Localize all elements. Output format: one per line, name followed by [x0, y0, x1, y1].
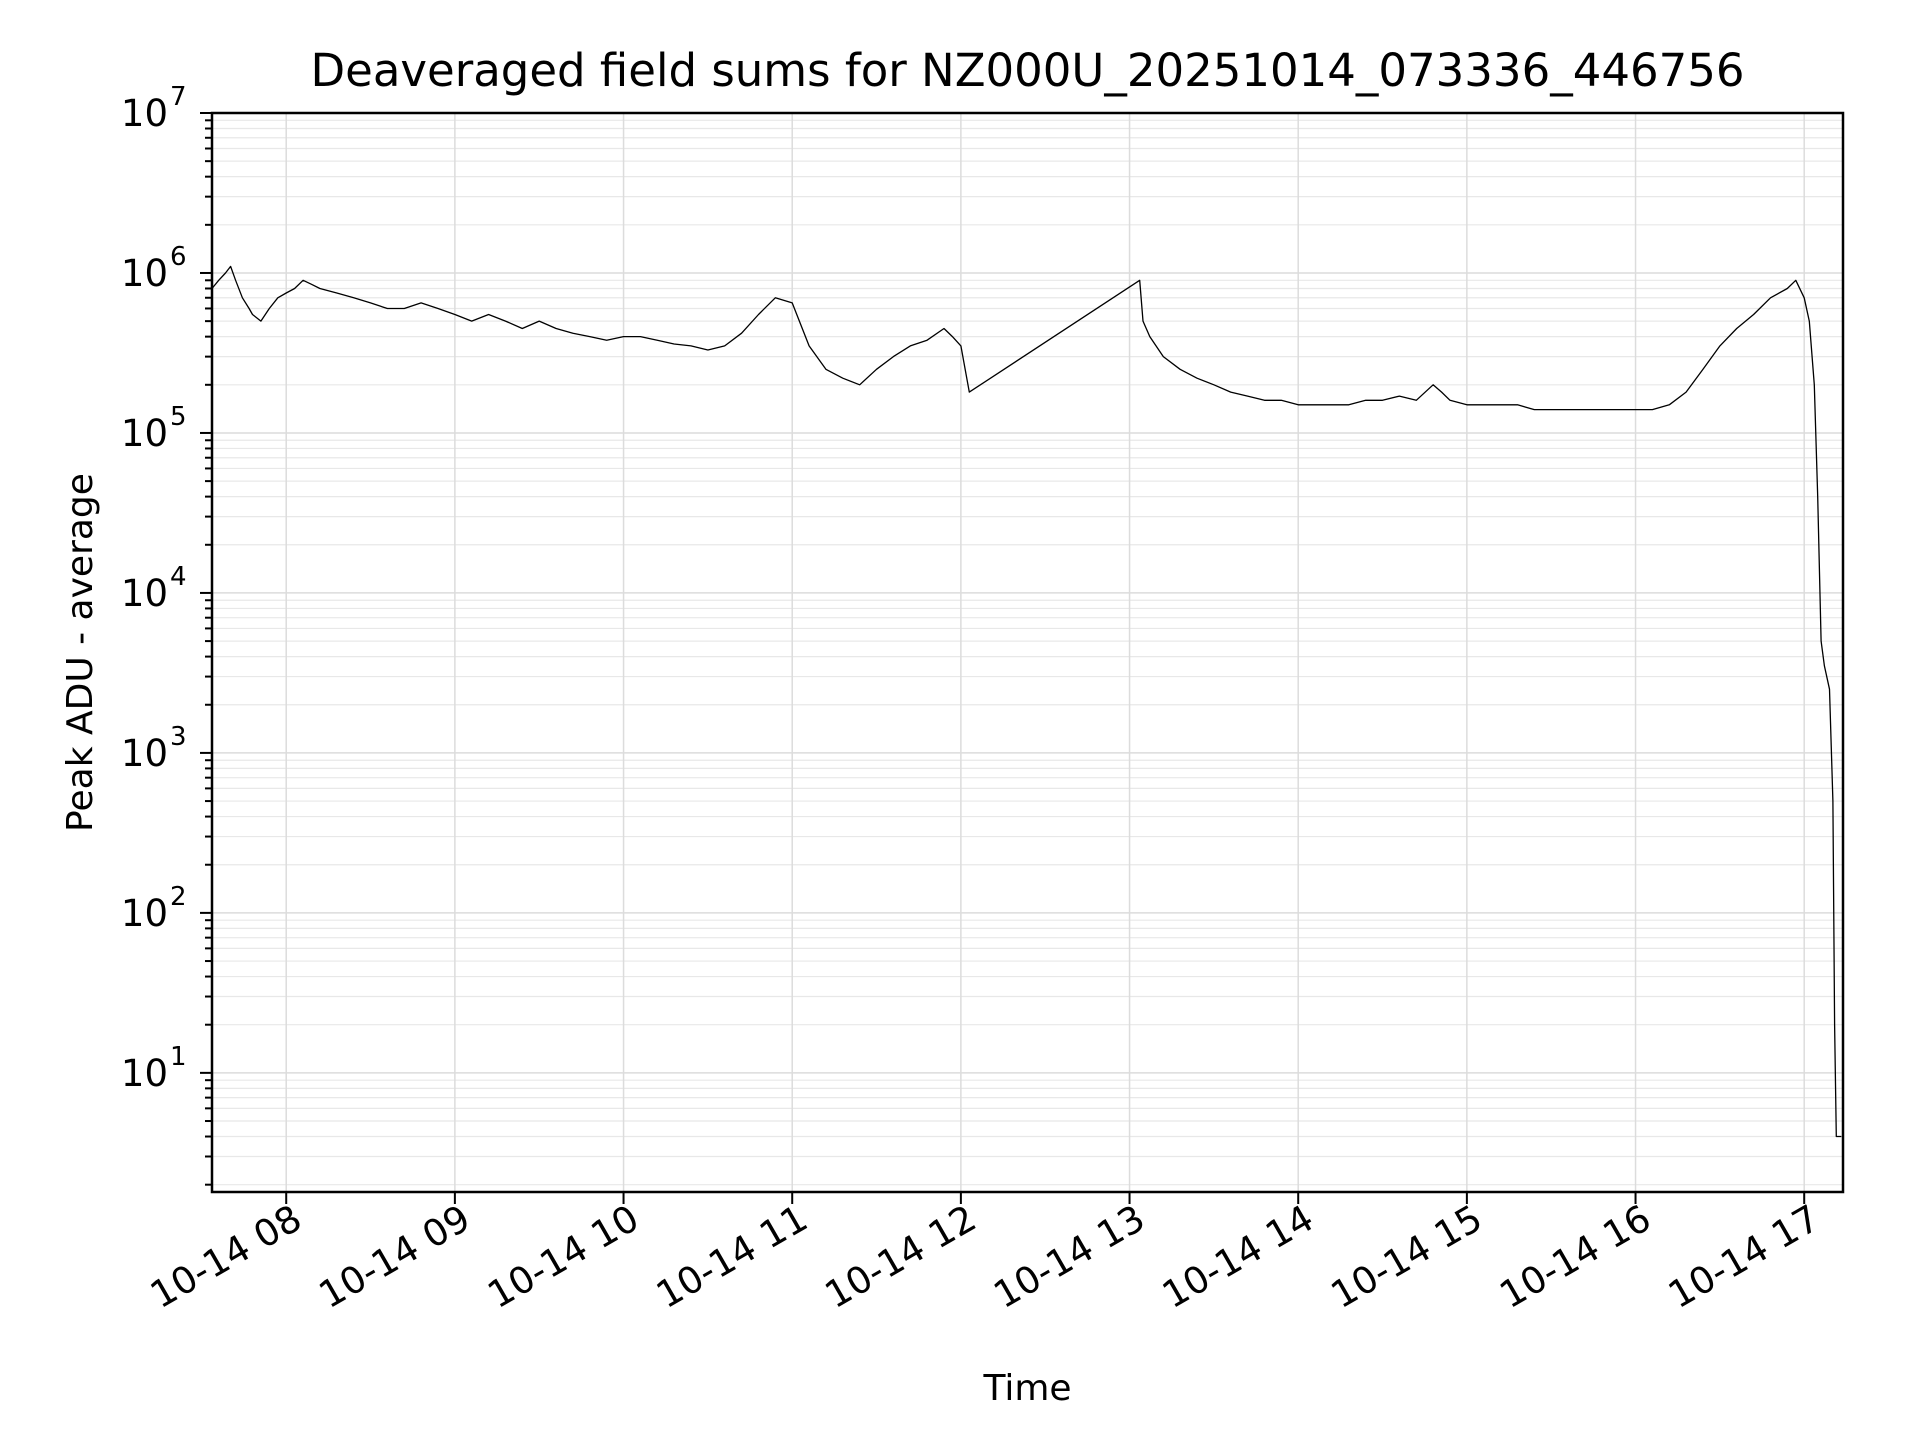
y-tick-label: 10 — [121, 892, 168, 935]
grid-layer — [212, 112, 1843, 1192]
y-tick-exponent: 4 — [170, 562, 187, 592]
plot-frame — [210, 111, 1845, 1194]
y-tick-exponent: 5 — [170, 402, 187, 432]
y-tick-label: 10 — [121, 1052, 168, 1095]
y-axis-label: Peak ADU - average — [60, 473, 101, 832]
chart-title: Deaveraged field sums for NZ000U_2025101… — [311, 44, 1745, 97]
y-tick-exponent: 6 — [170, 242, 187, 272]
y-tick-label: 10 — [121, 412, 168, 455]
y-tick-exponent: 7 — [170, 82, 187, 112]
series-layer — [211, 265, 1842, 1138]
x-axis-label: Time — [982, 1368, 1071, 1409]
y-tick-label: 10 — [121, 252, 168, 295]
y-tick-label: 10 — [121, 92, 168, 135]
y-tick-label: 10 — [121, 572, 168, 615]
y-tick-exponent: 1 — [170, 1042, 187, 1072]
y-tick-exponent: 2 — [170, 882, 187, 912]
series-line — [211, 265, 1842, 1138]
y-tick-label: 10 — [121, 732, 168, 775]
y-tick-exponent: 3 — [170, 722, 187, 752]
